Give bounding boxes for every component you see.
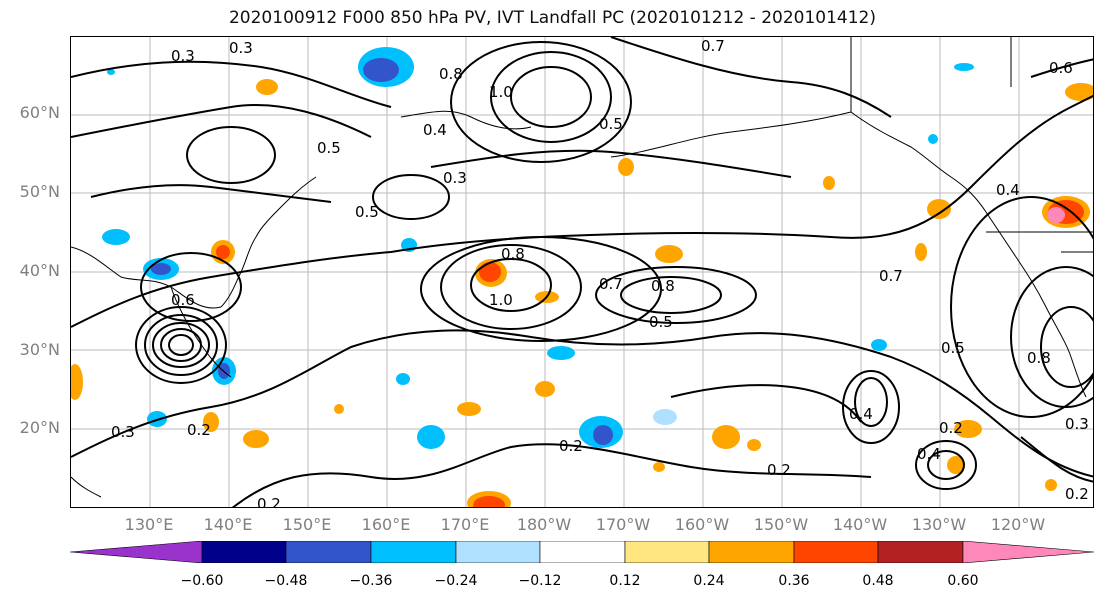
colorbar-tick-label: 0.60 [947, 573, 979, 589]
colorbar-segment [793, 541, 879, 563]
contour-label: 0.4 [423, 121, 447, 139]
contour-label: 1.0 [489, 83, 513, 101]
map-panel: 0.3 0.3 0.8 1.0 0.7 0.6 0.5 0.5 0.4 0.3 … [70, 36, 1094, 508]
contour-label: 0.2 [257, 495, 281, 508]
lon-label: 170°E [440, 515, 490, 534]
contour-label: 0.5 [355, 203, 379, 221]
lat-label-20n: 20°N [19, 418, 60, 437]
contour-label: 0.4 [849, 405, 873, 423]
contour-label: 0.3 [1065, 415, 1089, 433]
contour-label: 0.3 [443, 169, 467, 187]
contour-label: 0.5 [317, 139, 341, 157]
contour-label: 0.8 [1027, 349, 1051, 367]
colorbar-segment [201, 541, 287, 563]
lon-label: 160°E [361, 515, 411, 534]
colorbar-segment [962, 541, 1094, 563]
lon-label: 140°E [203, 515, 253, 534]
contour-label: 0.7 [599, 275, 623, 293]
colorbar-segment [877, 541, 964, 563]
colorbar-segment [370, 541, 457, 563]
colorbar-segments [70, 541, 1094, 563]
contour-label: 0.4 [917, 445, 941, 463]
colorbar-tick-label: 0.36 [778, 573, 810, 589]
lon-label: 140°W [832, 515, 888, 534]
lon-label: 150°E [282, 515, 332, 534]
colorbar-tick-label: 0.12 [609, 573, 641, 589]
contour-label: 1.0 [489, 291, 513, 309]
lat-label-50n: 50°N [19, 182, 60, 201]
contour-label: 0.8 [501, 245, 525, 263]
contour-label: 0.3 [171, 47, 195, 65]
contour-label: 0.8 [651, 277, 675, 295]
colorbar-segment [624, 541, 710, 563]
colorbar-segment [285, 541, 372, 563]
lon-label: 150°W [753, 515, 809, 534]
contour-label: 0.3 [111, 423, 135, 441]
colorbar-tick-label: −0.48 [264, 573, 308, 589]
colorbar-segment [539, 541, 626, 563]
pv-negative-shading [102, 47, 974, 449]
lon-label: 170°W [595, 515, 651, 534]
contour-label: 0.5 [649, 313, 673, 331]
lon-label: 130°W [911, 515, 967, 534]
lon-label: 160°W [674, 515, 730, 534]
contour-label: 0.6 [1049, 59, 1073, 77]
colorbar-segment [708, 541, 795, 563]
colorbar-tick-label: −0.36 [349, 573, 393, 589]
lon-label: 130°E [124, 515, 174, 534]
colorbar-segment [455, 541, 541, 563]
contour-label: 0.4 [996, 181, 1020, 199]
contour-label: 0.7 [879, 267, 903, 285]
contour-label: 0.2 [187, 421, 211, 439]
contour-label: 0.8 [439, 65, 463, 83]
figure-title: 2020100912 F000 850 hPa PV, IVT Landfall… [228, 8, 876, 28]
lat-label-30n: 30°N [19, 340, 60, 359]
colorbar-tick-label: 0.24 [693, 573, 725, 589]
coastlines [71, 37, 1093, 498]
lon-label: 180°W [516, 515, 572, 534]
colorbar [70, 541, 1094, 563]
contour-label: 0.5 [941, 339, 965, 357]
contour-label: 0.6 [171, 291, 195, 309]
lat-label-60n: 60°N [19, 103, 60, 122]
colorbar-tick-label: −0.12 [518, 573, 562, 589]
contour-label: 0.5 [599, 115, 623, 133]
contour-label: 0.3 [229, 39, 253, 57]
colorbar-tick-label: 0.48 [862, 573, 894, 589]
colorbar-tick-label: −0.60 [180, 573, 224, 589]
lon-label: 120°W [990, 515, 1046, 534]
ivt-contours [71, 37, 1093, 507]
contour-label: 0.7 [701, 37, 725, 55]
map-canvas: 0.3 0.3 0.8 1.0 0.7 0.6 0.5 0.5 0.4 0.3 … [71, 37, 1093, 508]
lat-label-40n: 40°N [19, 261, 60, 280]
contour-label: 0.2 [1065, 485, 1089, 503]
contour-label: 0.2 [559, 437, 583, 455]
contour-label: 0.2 [767, 461, 791, 479]
contour-label-group: 0.3 0.3 0.8 1.0 0.7 0.6 0.5 0.5 0.4 0.3 … [111, 37, 1089, 508]
colorbar-segment [70, 541, 203, 563]
colorbar-tick-label: −0.24 [434, 573, 478, 589]
contour-label: 0.2 [939, 419, 963, 437]
